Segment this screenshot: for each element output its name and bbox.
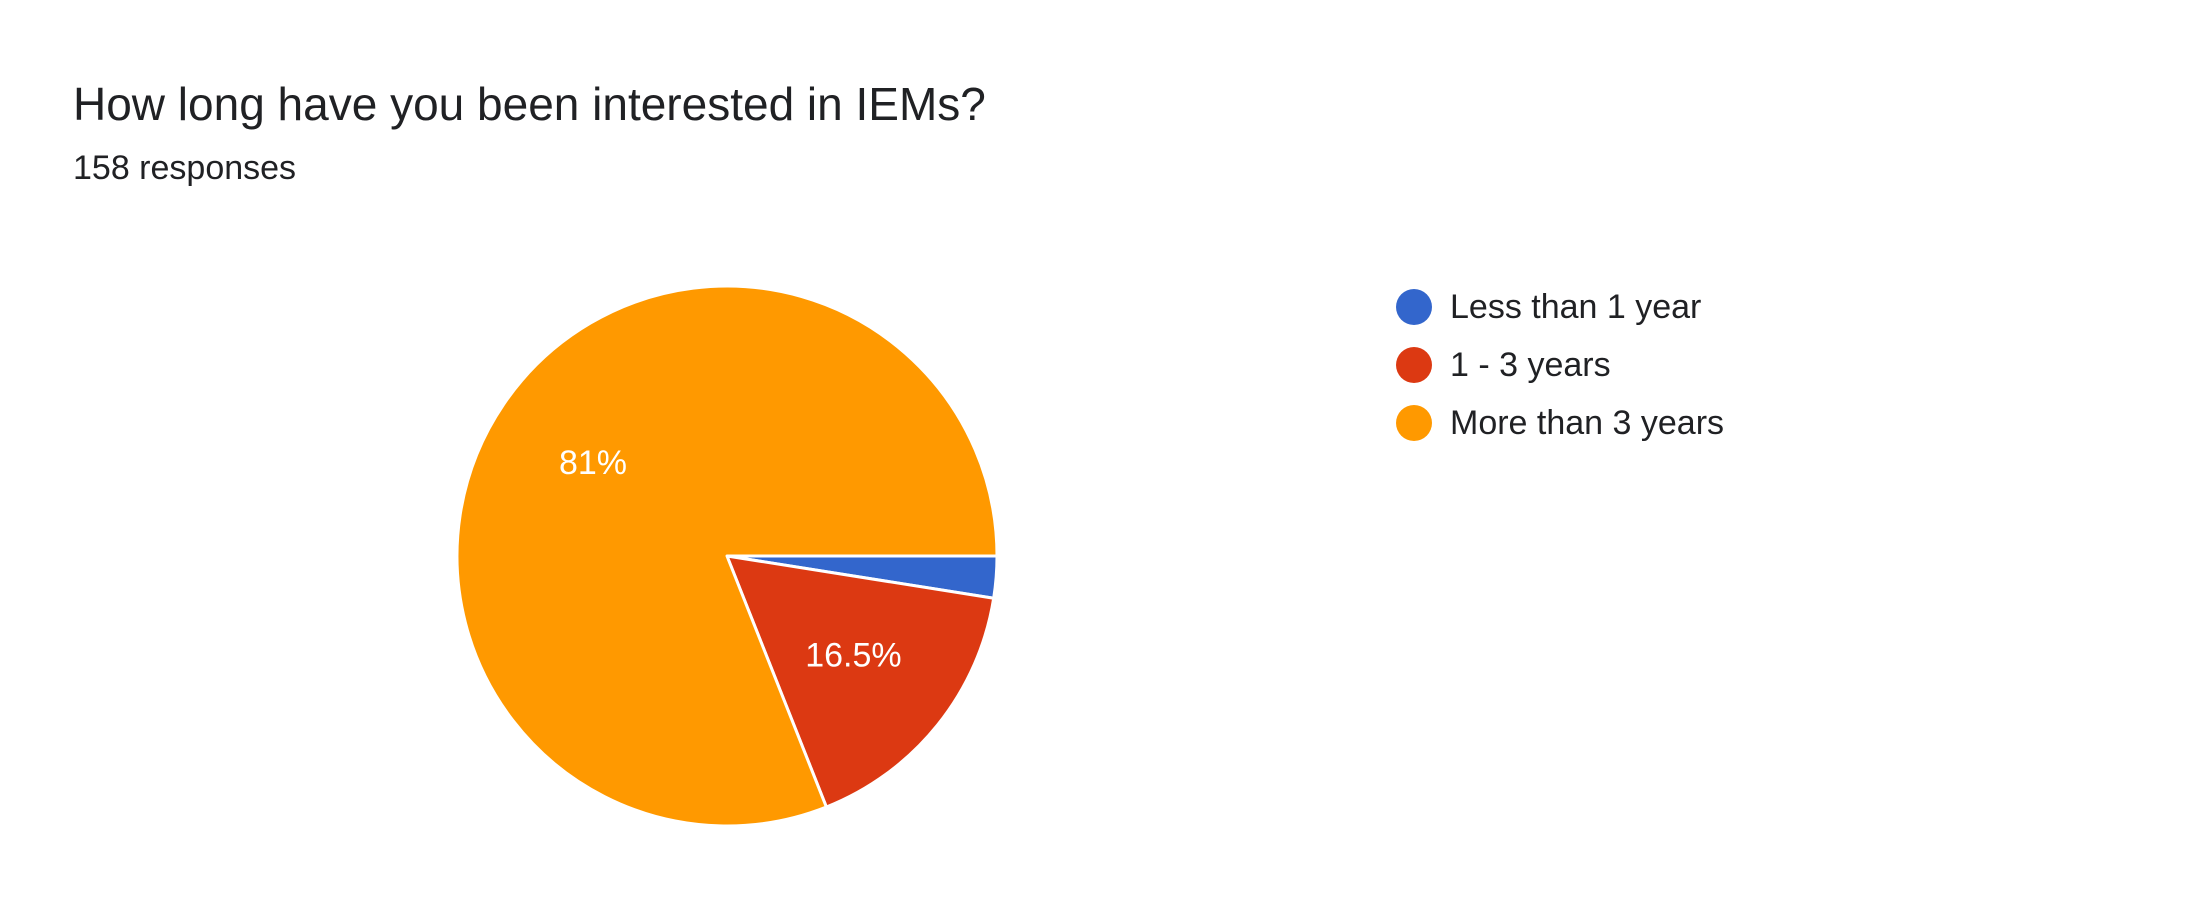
pie-slice-1-3-years[interactable] <box>725 554 996 809</box>
legend-item-more-than-3-years[interactable]: More than 3 years <box>1396 394 1724 452</box>
legend-label-less-than-1-year: Less than 1 year <box>1450 287 1702 326</box>
chart-legend: Less than 1 year 1 - 3 years More than 3… <box>1396 278 1724 452</box>
legend-swatch-less-than-1-year <box>1396 289 1432 325</box>
legend-swatch-more-than-3-years <box>1396 405 1432 441</box>
chart-title: How long have you been interested in IEM… <box>73 78 986 130</box>
pie-label-1-3-years: 16.5% <box>805 636 901 674</box>
pie-labels: 16.5% 81% <box>559 444 902 674</box>
pie-label-more-than-3-years: 81% <box>559 444 627 482</box>
legend-swatch-1-3-years <box>1396 347 1432 383</box>
legend-item-1-3-years[interactable]: 1 - 3 years <box>1396 336 1724 394</box>
response-count: 158 responses <box>73 149 297 187</box>
pie-slice-more-than-3-years[interactable] <box>455 284 999 828</box>
legend-label-1-3-years: 1 - 3 years <box>1450 345 1611 384</box>
legend-label-more-than-3-years: More than 3 years <box>1450 403 1725 442</box>
pie-slices <box>455 284 999 828</box>
legend-item-less-than-1-year[interactable]: Less than 1 year <box>1396 278 1724 336</box>
